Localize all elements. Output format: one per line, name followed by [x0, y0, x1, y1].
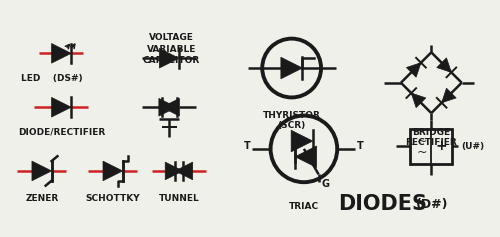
Polygon shape	[175, 162, 192, 180]
Polygon shape	[165, 162, 183, 180]
Polygon shape	[412, 93, 426, 108]
Text: TUNNEL: TUNNEL	[158, 194, 200, 203]
Text: SCHOTTKY: SCHOTTKY	[86, 194, 140, 203]
Text: VOLTAGE: VOLTAGE	[149, 33, 194, 42]
Text: G: G	[322, 179, 330, 189]
Text: (SCR): (SCR)	[278, 121, 306, 130]
Text: THYRISTOR: THYRISTOR	[262, 111, 320, 120]
Bar	[410, 129, 452, 164]
Polygon shape	[159, 98, 176, 116]
Text: DIODES: DIODES	[338, 194, 427, 214]
Polygon shape	[32, 161, 52, 181]
Text: (D#): (D#)	[416, 198, 448, 211]
Text: DIODE/RECTIFIER: DIODE/RECTIFIER	[18, 128, 105, 137]
Polygon shape	[160, 48, 179, 68]
Polygon shape	[437, 58, 452, 72]
Text: T: T	[244, 141, 251, 151]
Text: TRIAC: TRIAC	[289, 202, 319, 211]
Polygon shape	[162, 98, 180, 116]
Text: T: T	[357, 141, 364, 151]
Polygon shape	[103, 161, 122, 181]
Text: ~: ~	[416, 146, 427, 159]
Polygon shape	[281, 57, 302, 79]
Polygon shape	[291, 130, 312, 152]
Text: RECTIFIER: RECTIFIER	[406, 138, 457, 147]
Text: LED    (DS#): LED (DS#)	[20, 74, 82, 83]
Polygon shape	[442, 88, 456, 103]
Text: ~: ~	[416, 135, 427, 148]
Text: ZENER: ZENER	[25, 194, 58, 203]
Polygon shape	[295, 146, 316, 168]
Text: BRIDGE: BRIDGE	[412, 128, 451, 137]
Text: (U#): (U#)	[461, 142, 484, 151]
Polygon shape	[406, 63, 421, 77]
Polygon shape	[52, 44, 71, 63]
Text: VARIABLE: VARIABLE	[147, 45, 196, 54]
Polygon shape	[52, 97, 71, 117]
Text: CAPACITOR: CAPACITOR	[143, 56, 200, 65]
Text: +: +	[436, 139, 447, 153]
